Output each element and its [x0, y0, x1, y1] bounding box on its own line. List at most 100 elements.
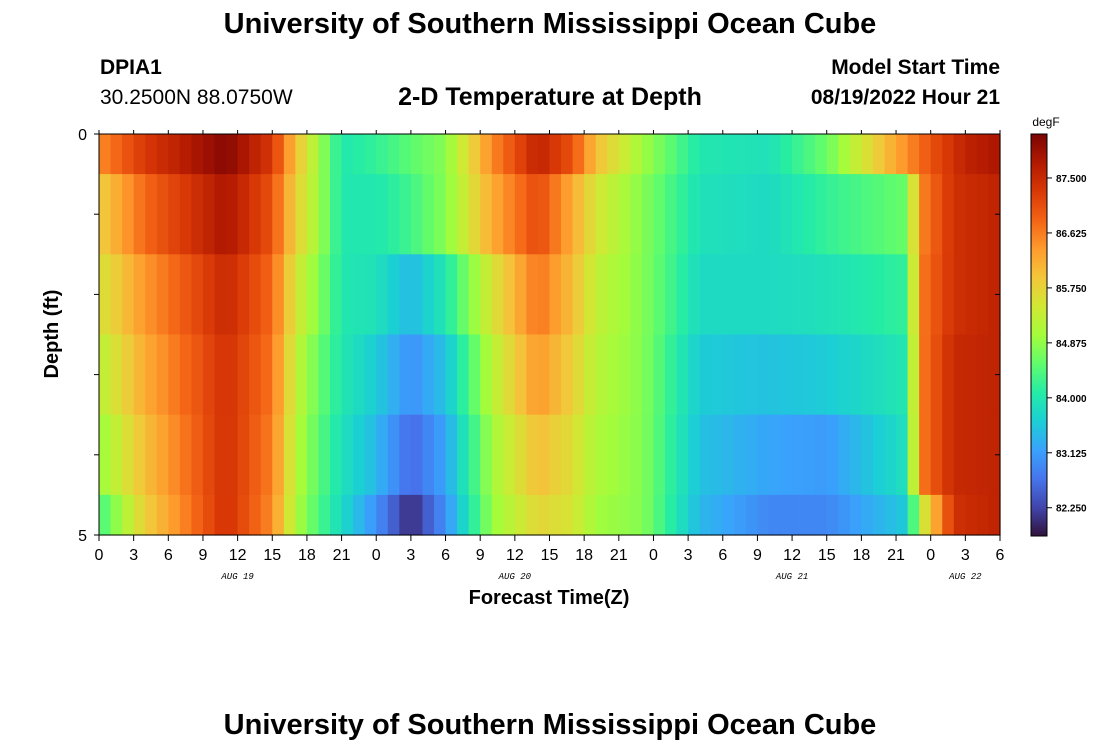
heatmap-cell — [445, 414, 458, 496]
heatmap-cell — [422, 254, 435, 336]
heatmap-cell — [341, 134, 354, 175]
heatmap-cell — [526, 254, 539, 336]
heatmap-cell — [260, 334, 273, 416]
heatmap-cell — [618, 334, 631, 416]
heatmap-cell — [179, 134, 193, 175]
heatmap-cell — [399, 414, 412, 496]
heatmap-cell — [872, 134, 886, 175]
heatmap-cell — [711, 134, 724, 175]
heatmap-cell — [907, 134, 920, 175]
heatmap-cell — [919, 254, 932, 336]
heatmap-cell — [988, 134, 1001, 175]
heatmap-cell — [249, 134, 262, 175]
model-start-label: Model Start Time — [831, 56, 1000, 79]
heatmap-cell — [722, 334, 735, 416]
heatmap-cell — [168, 334, 181, 416]
heatmap-cell — [792, 134, 805, 175]
heatmap-cell — [584, 174, 597, 255]
heatmap-cell — [283, 494, 296, 536]
heatmap-cell — [572, 414, 585, 496]
heatmap-cell — [734, 174, 747, 255]
y-axis-label: Depth (ft) — [41, 290, 63, 379]
heatmap-cell — [965, 414, 978, 496]
heatmap-cell — [145, 174, 158, 255]
heatmap-cell — [376, 334, 389, 416]
heatmap-cell — [445, 134, 458, 175]
heatmap-cell — [745, 334, 759, 416]
heatmap-cell — [953, 334, 966, 416]
heatmap-cell — [711, 414, 724, 496]
heatmap-cell — [145, 254, 158, 336]
heatmap-cell — [214, 494, 227, 536]
x-tick-label: 9 — [476, 547, 485, 564]
heatmap-cell — [364, 134, 377, 175]
heatmap-cell — [133, 494, 146, 536]
heatmap-cell — [283, 414, 296, 496]
heatmap-cell — [641, 134, 655, 175]
heatmap-cell — [272, 494, 285, 536]
heatmap-cell — [884, 174, 897, 255]
heatmap-cell — [699, 174, 712, 255]
heatmap-cell — [537, 174, 551, 255]
heatmap-cell — [688, 254, 701, 336]
heatmap-cell — [237, 134, 250, 175]
heatmap-cell — [630, 494, 643, 536]
heatmap-cell — [699, 414, 712, 496]
heatmap-cell — [122, 134, 135, 175]
heatmap-cell — [607, 134, 620, 175]
heatmap-cell — [688, 414, 701, 496]
heatmap-cell — [607, 334, 620, 416]
heatmap-cell — [387, 414, 400, 496]
heatmap-cell — [156, 414, 169, 496]
heatmap-cell — [480, 494, 493, 536]
heatmap-cell — [191, 334, 204, 416]
heatmap-cell — [295, 134, 308, 175]
heatmap-cell — [537, 254, 551, 336]
heatmap-cell — [110, 134, 123, 175]
heatmap-cell — [191, 494, 204, 536]
heatmap-cell — [792, 174, 805, 255]
heatmap-cell — [711, 254, 724, 336]
x-tick-label: 18 — [575, 547, 593, 564]
heatmap-cell — [803, 254, 816, 336]
heatmap-cell — [330, 254, 343, 336]
heatmap-cell — [953, 414, 966, 496]
heatmap-cell — [745, 254, 759, 336]
heatmap-cell — [792, 414, 805, 496]
heatmap-cell — [815, 414, 828, 496]
heatmap-cell — [734, 414, 747, 496]
heatmap-cell — [815, 334, 828, 416]
heatmap-cell — [630, 334, 643, 416]
heatmap-cell — [537, 334, 551, 416]
heatmap-cell — [965, 334, 978, 416]
heatmap-cell — [145, 334, 158, 416]
heatmap-cell — [549, 254, 562, 336]
heatmap-cell — [722, 254, 735, 336]
heatmap-cell — [272, 254, 285, 336]
heatmap-cell — [595, 334, 608, 416]
heatmap-cell — [572, 134, 585, 175]
heatmap-cell — [757, 334, 770, 416]
heatmap-cell — [872, 494, 886, 536]
heatmap-cell — [942, 334, 955, 416]
station-coordinates: 30.2500N 88.0750W — [100, 86, 293, 109]
heatmap-cell — [503, 334, 516, 416]
heatmap-cell — [376, 174, 389, 255]
heatmap-cell — [838, 414, 851, 496]
heatmap-cell — [953, 174, 966, 255]
model-start-value: 08/19/2022 Hour 21 — [810, 86, 1000, 109]
heatmap-cell — [168, 134, 181, 175]
heatmap-cell — [353, 254, 366, 336]
heatmap-cell — [665, 254, 678, 336]
heatmap-cell — [561, 174, 574, 255]
heatmap-cell — [965, 134, 978, 175]
heatmap-cell — [445, 494, 458, 536]
heatmap-cell — [618, 414, 631, 496]
heatmap-cell — [792, 254, 805, 336]
heatmap-cell — [595, 254, 608, 336]
heatmap-cell — [295, 494, 308, 536]
heatmap-cell — [849, 254, 862, 336]
heatmap-cell — [457, 494, 470, 536]
heatmap-cell — [399, 334, 412, 416]
heatmap-cell — [480, 134, 493, 175]
